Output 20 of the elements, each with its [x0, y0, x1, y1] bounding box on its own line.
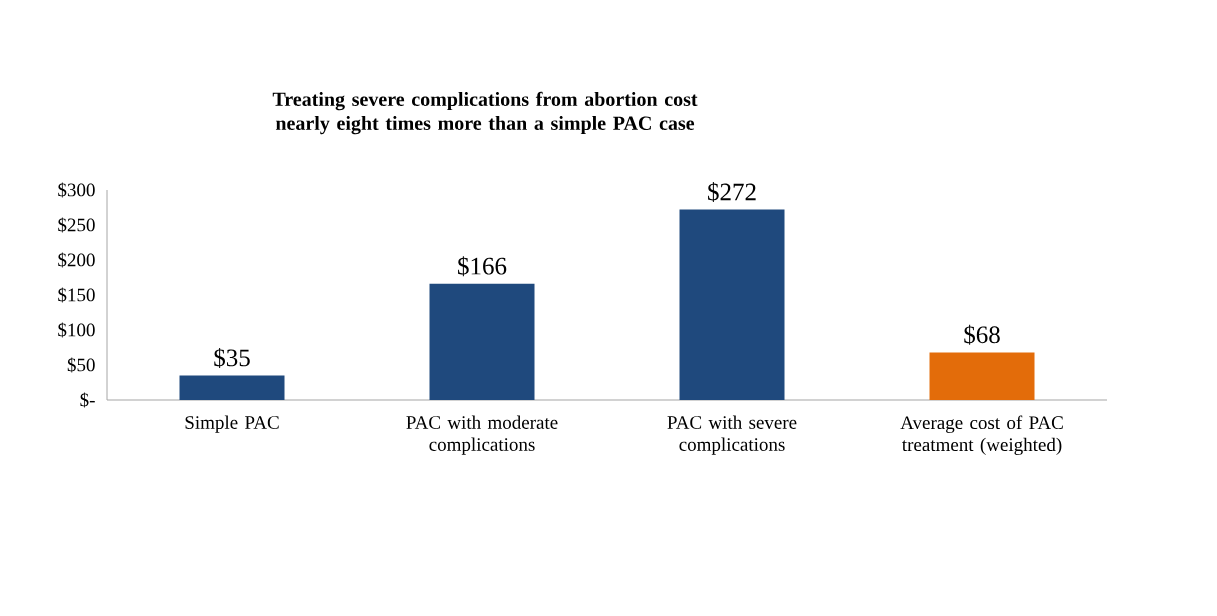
bar [179, 375, 285, 400]
chart-title: Treating severe complications from abortion cost nearly eight times more than a simple PAC case [272, 91, 698, 135]
y-tick-label: $300 [58, 182, 95, 198]
bar [679, 209, 785, 400]
bar [429, 283, 535, 400]
y-tick-label: $200 [58, 252, 95, 268]
y-tick-label: $- [80, 392, 95, 408]
y-tick-label: $100 [58, 322, 95, 338]
data-label: $166 [458, 256, 507, 277]
x-tick-label: PAC with moderate complications [406, 415, 558, 455]
y-tick-label: $150 [58, 287, 95, 303]
data-label: $68 [964, 324, 1000, 345]
data-label: $272 [708, 182, 756, 203]
y-tick-label: $50 [67, 357, 95, 373]
bar [929, 352, 1035, 400]
x-tick-label: PAC with severe complications [667, 415, 797, 455]
x-tick-label: Simple PAC [185, 415, 279, 433]
data-label: $35 [214, 347, 250, 368]
y-tick-label: $250 [58, 217, 95, 233]
x-tick-label: Average cost of PAC treatment (weighted) [900, 415, 1063, 455]
